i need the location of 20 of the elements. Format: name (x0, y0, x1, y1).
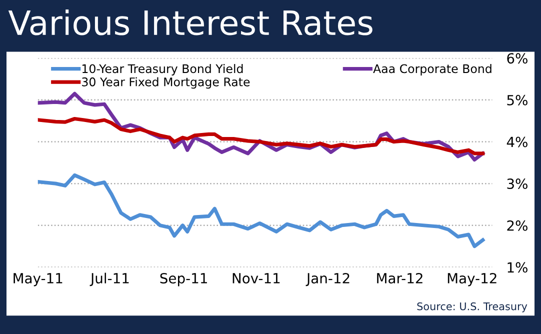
y-tick-label: 2% (507, 220, 528, 231)
y-tick-label: 1% (508, 262, 528, 273)
x-tick-label: Jul-11 (90, 272, 129, 286)
legend-label: 30 Year Fixed Mortgage Rate (82, 77, 250, 89)
line-series (38, 173, 485, 248)
source-note: Source: U.S. Treasury (417, 302, 528, 312)
x-tick-label: Nov-11 (232, 273, 280, 284)
x-tick-label: May-12 (448, 273, 496, 286)
x-tick-label: Jan-12 (306, 273, 350, 286)
legend-label: 10-Year Treasury Bond Yield (82, 64, 243, 76)
chart-title: Various Interest Rates (8, 9, 372, 36)
x-tick-label: Sep-11 (160, 273, 207, 286)
line-series (38, 116, 485, 156)
x-tick-label: Mar-12 (377, 273, 422, 284)
x-tick-label: May-11 (14, 273, 62, 286)
y-tick-label: 4% (506, 136, 528, 148)
y-tick-label: 6% (507, 53, 528, 64)
legend-label: Aaa Corporate Bond (373, 64, 492, 76)
y-tick-label: 5% (507, 94, 528, 106)
y-tick-label: 3% (507, 178, 528, 190)
